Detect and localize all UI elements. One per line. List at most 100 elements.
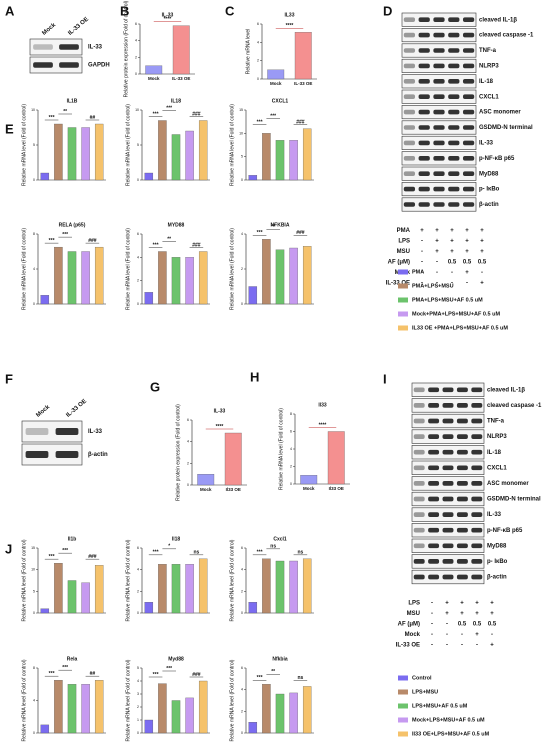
y-tick-label: 6 [290,429,292,433]
treatment-cell: + [475,632,479,638]
bar [197,474,215,486]
blot-band [442,574,454,580]
legend-label: PMA+LPS+MSU [412,283,454,289]
sig-label: ns [270,544,276,550]
treatment-cell: + [450,228,454,234]
blot-band [448,63,460,69]
blot-band [471,434,483,439]
blot-band [428,559,440,564]
band-label: β-actin [487,575,507,581]
treatment-cell: + [490,642,494,648]
blot-band [433,202,445,207]
blot-band [433,155,445,161]
y-axis-label: Relative mRNA level (Fold of control) [125,539,131,621]
treatment-cell: - [466,280,468,286]
treatment-cell: 0.5 [488,621,497,627]
panel-letter: J [5,541,12,556]
y-tick-label: 0 [33,302,35,306]
y-tick-label: 2 [135,55,137,59]
blot-band [418,155,430,161]
y-tick-label: 4 [137,679,139,683]
blot-frame [29,56,83,74]
y-tick-label: 4 [257,40,259,44]
treatment-cell: - [461,632,463,638]
blot-band [433,32,445,38]
blot-band [59,62,79,68]
bar [40,172,50,181]
band-label: β-actin [88,452,108,458]
blot-band [433,78,445,84]
legend-label: Mock+LPS+MSU+AF 0.5 uM [412,717,485,723]
sig-label: *** [62,232,68,238]
chart-title: IL-33 [214,408,226,414]
bar [81,582,90,614]
sig-label: *** [166,666,172,672]
sig-label: *** [257,550,263,556]
treatment-cell: 0.5 [458,621,467,627]
y-axis-label: Relative mRNA level (Fold of control) [278,408,284,490]
y-tick-label: 0 [290,482,292,486]
bar [289,560,298,614]
bar [248,286,258,305]
treatment-cell: + [420,228,424,234]
blot-band [448,186,460,192]
blot-band [418,171,430,177]
band-label: GAPDH [88,63,110,69]
blot-band [442,465,454,471]
panel-letter: F [5,371,13,386]
band-label: IL-18 [487,450,502,456]
sig-label: **** [164,16,172,22]
sig-label: ** [63,109,67,115]
treatment-cell: 0.5 [473,621,482,627]
chart-title: IL33 [284,12,294,18]
blot-band [403,109,416,115]
y-axis-label: Relative mRNA level (Fold of control) [21,539,27,621]
treatment-cell: + [465,270,469,276]
blot-band [403,94,416,100]
blot-band [433,171,445,177]
blot-band [462,140,475,146]
legend-swatch [398,283,408,289]
chart-title: NFKBIA [271,222,290,228]
blot-band [428,527,440,533]
blot-band [448,171,460,177]
treatment-cell: - [476,642,478,648]
treatment-cell: - [446,642,448,648]
y-tick-label: 10 [135,108,139,112]
y-tick-label: 4 [33,698,35,702]
bar [54,246,63,305]
y-tick-label: 4 [241,568,243,572]
y-tick-label: 0 [241,731,243,735]
treatment-cell: - [461,642,463,648]
y-tick-label: 2 [241,589,243,593]
treatment-label: PMA [397,228,411,234]
blot-band [433,94,445,100]
treatment-label: MSU [397,249,410,255]
bar [289,247,298,305]
y-tick-label: 5 [241,155,243,159]
treatment-cell: - [421,280,423,286]
band-label: CXCL1 [479,94,499,100]
sig-label: *** [270,113,276,119]
chart-title: Il18 [172,536,181,542]
blot-band [456,418,468,424]
treatment-cell: + [465,249,469,255]
y-tick-label: 8 [33,232,35,236]
blot-band [428,418,440,424]
bar [94,246,104,305]
blot-band [428,403,440,408]
blot-band [418,78,430,84]
band-label: NLRP3 [487,434,507,440]
sig-label: *** [153,242,159,248]
blot-band [471,387,483,393]
treatment-cell: + [480,228,484,234]
y-tick-label: 6 [241,666,243,670]
treatment-cell: + [460,600,464,606]
blot-band [413,559,425,564]
treatment-cell: + [480,238,484,244]
treatment-cell: - [436,270,438,276]
legend-label: LPS+MSU [412,689,438,695]
band-label: TNF-a [479,48,497,54]
legend-label: IL33 OE +PMA+LPS+MSU+AF 0.5 uM [412,325,508,331]
